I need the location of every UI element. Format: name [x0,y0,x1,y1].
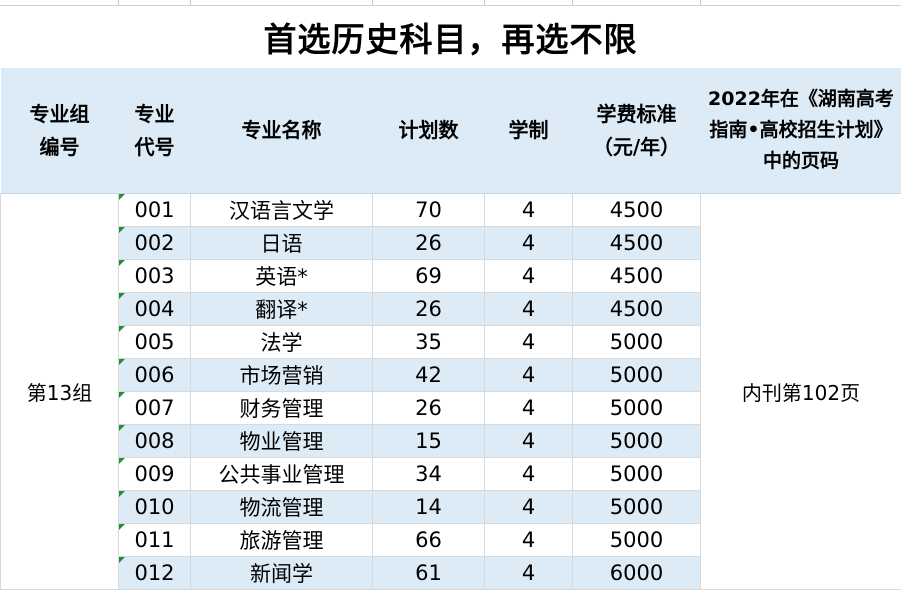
cell-code: 009 [118,457,191,491]
top-grid-strip [0,0,901,5]
cell-fee: 5000 [572,523,701,557]
cell-years: 4 [484,490,573,524]
cell-years: 4 [484,556,573,590]
table-row: 010 物流管理 14 4 5000 [1,490,901,524]
header-name: 专业名称 [190,68,373,194]
cell-name: 日语 [190,226,373,260]
cell-code: 004 [118,292,191,326]
cell-years: 4 [484,424,573,458]
table-row: 012 新闻学 61 4 6000 [1,556,901,590]
table-row: 006 市场营销 42 4 5000 [1,358,901,392]
cell-plan: 42 [372,358,485,392]
cell-name: 翻译* [190,292,373,326]
cell-code: 005 [118,325,191,359]
cell-fee: 4500 [572,292,701,326]
cell-fee: 5000 [572,325,701,359]
table-row: 009 公共事业管理 34 4 5000 [1,457,901,491]
cell-fee: 4500 [572,259,701,293]
header-years: 学制 [484,68,573,194]
cell-fee: 5000 [572,490,701,524]
cell-code: 003 [118,259,191,293]
cell-plan: 66 [372,523,485,557]
table-row: 第13组 001 汉语言文学 70 4 4500 内刊第102页 [0,193,901,590]
cell-years: 4 [484,259,573,293]
cell-fee: 5000 [572,457,701,491]
cell-plan: 70 [372,193,485,227]
cell-name: 英语* [190,259,373,293]
cell-years: 4 [484,391,573,425]
table-row: 002 日语 26 4 4500 [1,226,901,260]
cell-code: 011 [118,523,191,557]
cell-name: 公共事业管理 [190,457,373,491]
cell-plan: 34 [372,457,485,491]
cell-plan: 35 [372,325,485,359]
cell-plan: 26 [372,226,485,260]
cell-fee: 5000 [572,391,701,425]
cell-plan: 26 [372,391,485,425]
page-title: 首选历史科目，再选不限 [0,5,901,68]
cell-name: 物业管理 [190,424,373,458]
cell-years: 4 [484,523,573,557]
table-row: 008 物业管理 15 4 5000 [1,424,901,458]
cell-name: 汉语言文学 [190,193,373,227]
cell-name: 物流管理 [190,490,373,524]
cell-name: 财务管理 [190,391,373,425]
admission-table: 专业组编号 专业代号 专业名称 计划数 学制 学费标准（元/年） 2022年在《… [0,68,901,590]
cell-fee: 5000 [572,358,701,392]
cell-fee: 4500 [572,226,701,260]
table-body: 第13组 001 汉语言文学 70 4 4500 内刊第102页 002 日语 26 4 4500 00… [0,193,901,590]
cell-code: 010 [118,490,191,524]
table-row: 003 英语* 69 4 4500 [1,259,901,293]
cell-plan: 15 [372,424,485,458]
cell-plan: 61 [372,556,485,590]
cell-fee: 5000 [572,424,701,458]
cell-code: 006 [118,358,191,392]
header-page: 2022年在《湖南高考指南•高校招生计划》中的页码 [700,68,901,194]
cell-fee: 4500 [572,193,701,227]
group-number-cell: 第13组 [0,193,119,590]
header-group-no: 专业组编号 [0,68,119,194]
cell-plan: 26 [372,292,485,326]
table-row: 011 旅游管理 66 4 5000 [1,523,901,557]
cell-years: 4 [484,292,573,326]
cell-name: 新闻学 [190,556,373,590]
cell-name: 旅游管理 [190,523,373,557]
cell-code: 001 [118,193,191,227]
cell-name: 法学 [190,325,373,359]
page-reference-cell: 内刊第102页 [700,193,901,590]
header-row: 专业组编号 专业代号 专业名称 计划数 学制 学费标准（元/年） 2022年在《… [0,68,901,194]
cell-years: 4 [484,457,573,491]
cell-name: 市场营销 [190,358,373,392]
cell-plan: 69 [372,259,485,293]
header-fee: 学费标准（元/年） [572,68,701,194]
cell-years: 4 [484,358,573,392]
cell-code: 008 [118,424,191,458]
header-plan: 计划数 [372,68,485,194]
cell-years: 4 [484,325,573,359]
cell-plan: 14 [372,490,485,524]
cell-fee: 6000 [572,556,701,590]
cell-years: 4 [484,193,573,227]
cell-code: 002 [118,226,191,260]
cell-code: 012 [118,556,191,590]
cell-code: 007 [118,391,191,425]
header-code: 专业代号 [118,68,191,194]
cell-years: 4 [484,226,573,260]
